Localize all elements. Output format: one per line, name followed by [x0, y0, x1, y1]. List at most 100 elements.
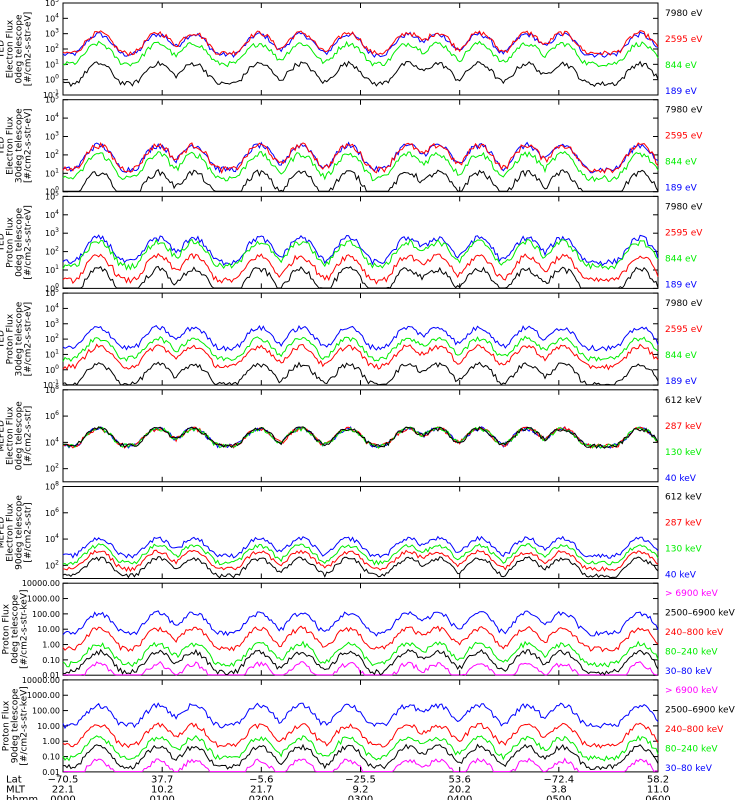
- series-green: [62, 238, 659, 271]
- y-tick-label: 10000.00: [22, 579, 60, 588]
- y-tick-label: 102: [45, 149, 59, 160]
- y-tick-label: 101: [45, 58, 59, 69]
- x-tick-mlt: 21.7: [250, 785, 272, 796]
- legend-40-kev: 40 keV: [665, 474, 697, 484]
- panel-2: 100 101 102 103 104 105 TED Electron Flux 30deg …: [0, 94, 703, 197]
- x-tick-lat: −25.5: [345, 775, 376, 786]
- y-tick-label: 105: [45, 0, 59, 8]
- y-tick-label: 100.00: [32, 610, 60, 619]
- y-axis-label-line: 0deg telescope: [15, 14, 25, 84]
- y-axis-label-line: [#/cm2-s-str-eV]: [24, 205, 34, 280]
- y-tick-label: 10.00: [37, 625, 60, 634]
- y-axis-label-line: Electron Flux: [6, 503, 16, 562]
- legend-7980-ev: 7980 eV: [665, 202, 703, 212]
- series-red: [62, 549, 659, 573]
- legend-7980-ev: 7980 eV: [665, 9, 703, 19]
- x-tick-hhmm: 0400: [447, 795, 472, 800]
- panel-6: 102 104 106 108 MEPED Electron Flux 90deg tele…: [0, 481, 702, 581]
- legend-2595-ev: 2595 eV: [665, 228, 703, 238]
- y-tick-label: 1.00: [42, 737, 60, 746]
- y-tick-label: 101: [45, 264, 59, 275]
- y-tick-label: 103: [45, 227, 59, 238]
- y-axis-label-line: [#/cm2-s-str]: [24, 502, 34, 562]
- legend-2500-6900-kev: 2500–6900 keV: [665, 609, 736, 619]
- y-tick-label: 0.10: [42, 656, 60, 665]
- series-black: [62, 60, 659, 88]
- y-tick-label: 0.10: [42, 753, 60, 762]
- x-tick-mlt: 20.2: [449, 785, 471, 796]
- series-red: [62, 722, 659, 749]
- series-black: [62, 648, 659, 676]
- y-tick-label: 104: [45, 112, 59, 123]
- x-tick-mlt: 3.8: [551, 785, 567, 796]
- series-green: [62, 40, 659, 68]
- y-tick-label: 102: [45, 463, 59, 474]
- y-tick-label: 1000.00: [27, 691, 60, 700]
- x-tick-lat: 58.2: [647, 775, 669, 786]
- y-axis-label: TED Electron Flux 0deg telescope [#/cm2-s-s…: [0, 12, 34, 87]
- series-blue: [62, 324, 659, 352]
- panel-3: 100 101 102 103 104 105 TED Proton Flux 0deg tel…: [0, 190, 703, 293]
- x-tick-lat: −70.5: [48, 775, 79, 786]
- y-axis-label-line: [#/cm2-s-str-keV]: [20, 589, 30, 668]
- legend-612-kev: 612 keV: [665, 493, 702, 503]
- legend-844-ev: 844 eV: [665, 351, 698, 361]
- y-tick-label: 101: [45, 167, 59, 178]
- y-axis-label-line: MEPED: [0, 710, 3, 742]
- legend-844-ev: 844 eV: [665, 158, 698, 168]
- series-green: [62, 425, 659, 449]
- y-tick-label: 105: [45, 287, 59, 298]
- legend-30-80-kev: 30–80 keV: [665, 764, 713, 774]
- y-tick-label: 10-1: [43, 89, 59, 100]
- y-axis-label-line: MEPED: [0, 420, 7, 452]
- y-axis-label: MEPED Proton Flux 90deg telescope [#/cm2-s-…: [0, 686, 30, 765]
- y-axis-label-line: [#/cm2-s-str-eV]: [24, 12, 34, 87]
- y-axis-label-line: Electron Flux: [6, 116, 16, 175]
- y-axis-label: TED Proton Flux 0deg telescope [#/cm2-s-str…: [0, 205, 34, 280]
- legend-844-ev: 844 eV: [665, 254, 698, 264]
- y-tick-label: 100: [45, 282, 59, 293]
- x-row-label-lat: Lat: [6, 775, 22, 786]
- legend-844-ev: 844 eV: [665, 61, 698, 71]
- x-tick-mlt: 10.2: [151, 785, 173, 796]
- legend-130-kev: 130 keV: [665, 448, 702, 458]
- x-tick-lat: −72.4: [543, 775, 574, 786]
- series-green: [62, 150, 659, 183]
- x-row-label-mlt: MLT: [6, 785, 26, 796]
- series-black: [62, 426, 659, 449]
- y-tick-label: 105: [45, 190, 59, 201]
- y-tick-label: 104: [45, 302, 59, 313]
- y-tick-label: 106: [45, 410, 59, 421]
- y-axis-label-line: [#/cm2-s-str-keV]: [20, 686, 30, 765]
- y-tick-label: 10000.00: [22, 676, 60, 685]
- legend-240-800-kev: 240–800 keV: [665, 725, 724, 735]
- x-tick-hhmm: 0600: [645, 795, 670, 800]
- y-tick-label: 100: [45, 186, 59, 197]
- y-axis-label-line: Proton Flux: [2, 700, 12, 751]
- legend-80-240-kev: 80–240 keV: [665, 744, 718, 754]
- legend-2500-6900-kev: 2500–6900 keV: [665, 705, 736, 715]
- y-axis-label-line: 30deg telescope: [15, 108, 25, 183]
- y-tick-label: 102: [45, 43, 59, 54]
- legend-189-ev: 189 eV: [665, 184, 698, 194]
- legend-287-kev: 287 keV: [665, 422, 702, 432]
- series-green: [62, 543, 659, 566]
- y-axis-label-line: 30deg telescope: [15, 301, 25, 376]
- legend-612-kev: 612 keV: [665, 396, 702, 406]
- y-axis-label-line: MEPED: [0, 613, 3, 645]
- legend-240-800-kev: 240–800 keV: [665, 628, 724, 638]
- y-axis-label: TED Proton Flux 30deg telescope [#/cm2-s-st…: [0, 301, 34, 376]
- x-tick-hhmm: 0300: [348, 795, 373, 800]
- panel-frame: [62, 2, 659, 96]
- y-tick-label: 105: [45, 94, 59, 105]
- legend-7980-ev: 7980 eV: [665, 106, 703, 116]
- panel-4: 10-1 100 101 102 103 104 105 TED Proton Flux 30de…: [0, 287, 703, 390]
- y-tick-label: 10.00: [37, 722, 60, 731]
- y-tick-label: 102: [45, 246, 59, 257]
- y-axis-label: MEPED Proton Flux 0deg telescope [#/cm2-s-s…: [0, 589, 30, 668]
- panel-8: 0.010.101.0010.00100.001000.0010000.00ME…: [0, 676, 736, 777]
- legend-6900-kev: > 6900 keV: [665, 686, 719, 696]
- x-row-label-hhmm: hhmm: [6, 795, 38, 800]
- y-tick-label: 104: [45, 209, 59, 220]
